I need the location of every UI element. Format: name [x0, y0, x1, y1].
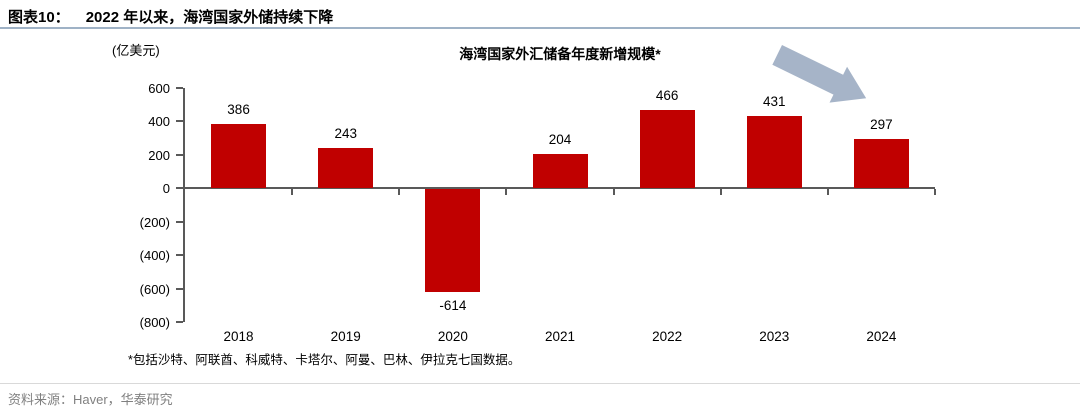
chart-title: 海湾国家外汇储备年度新增规模*	[459, 46, 661, 62]
source-line: 资料来源：Haver，华泰研究	[8, 392, 173, 407]
y-tick-label: (600)	[139, 281, 170, 297]
y-tick-label: (400)	[139, 248, 170, 264]
x-axis-label: 2020	[437, 329, 468, 344]
y-tick	[176, 153, 183, 156]
y-tick	[176, 287, 183, 290]
x-axis-label: 2021	[544, 329, 576, 344]
trend-arrow-shape	[772, 45, 867, 103]
x-axis-label: 2022	[652, 329, 683, 344]
y-tick	[176, 254, 183, 257]
figure-label: 图表10：	[8, 9, 70, 26]
header-divider	[0, 27, 1080, 29]
x-axis	[183, 187, 935, 190]
x-tick	[612, 189, 615, 196]
y-tick	[176, 87, 183, 89]
bar-value-label: 297	[870, 116, 893, 132]
y-tick-label: 200	[148, 147, 170, 163]
bar-value-label: 466	[655, 88, 679, 104]
y-tick-label: 0	[162, 181, 170, 197]
bar	[639, 110, 695, 189]
bar-value-label: 243	[334, 125, 357, 141]
x-tick	[291, 189, 294, 196]
figure-title: 2022 年以来，海湾国家外储持续下降	[85, 9, 334, 26]
bar	[425, 189, 481, 292]
bar-value-label: 204	[548, 132, 572, 148]
x-axis-label: 2018	[223, 329, 254, 344]
x-tick	[934, 189, 936, 196]
unit-label: (亿美元)	[112, 43, 160, 58]
y-tick	[176, 120, 183, 123]
y-axis	[183, 88, 185, 322]
bar-value-label: 431	[763, 94, 786, 110]
y-tick	[176, 187, 183, 190]
footer-divider	[0, 383, 1080, 384]
bar	[532, 154, 588, 189]
y-tick-label: 400	[148, 114, 170, 130]
figure-header: 图表10： 2022 年以来，海湾国家外储持续下降	[8, 6, 333, 27]
x-tick	[719, 189, 722, 196]
bar	[746, 116, 802, 189]
x-axis-label: 2023	[759, 329, 790, 344]
y-tick-label: (800)	[139, 315, 170, 330]
x-axis-label: 2019	[330, 329, 361, 344]
x-tick	[398, 189, 401, 196]
trend-arrow-icon	[772, 45, 867, 103]
bar	[853, 138, 909, 189]
bar-value-label: 386	[227, 101, 250, 117]
y-tick	[176, 220, 183, 223]
x-tick	[505, 189, 508, 196]
x-tick	[826, 189, 829, 196]
y-tick	[176, 321, 183, 323]
y-tick-label: 600	[148, 81, 170, 96]
chart-footnote: *包括沙特、阿联酋、科威特、卡塔尔、阿曼、巴林、伊拉克七国数据。	[128, 353, 521, 367]
bar-value-label: -614	[439, 297, 467, 313]
y-tick-label: (200)	[139, 214, 170, 230]
x-axis-label: 2024	[866, 329, 897, 344]
bar	[318, 147, 374, 189]
bar	[211, 123, 267, 189]
